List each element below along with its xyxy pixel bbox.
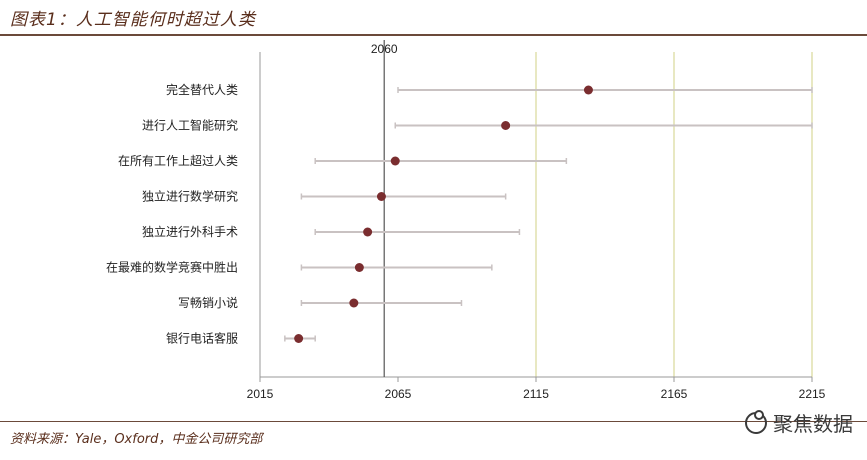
reference-layer: 2060 <box>371 40 398 377</box>
median-dot <box>349 298 359 308</box>
median-dot <box>390 156 400 166</box>
median-dot <box>501 121 511 130</box>
x-ticks-layer: 2015 2065 2115 2165 2215 <box>247 377 826 401</box>
chart-title: 图表1：人工智能何时超过人类 <box>10 10 256 30</box>
row-0: 完全替代人类 <box>166 82 813 97</box>
title-divider <box>0 34 867 36</box>
median-dot <box>363 227 373 237</box>
median-dot <box>376 192 386 201</box>
row-1: 进行人工智能研究 <box>142 118 813 133</box>
row-3: 独立进行数学研究 <box>142 189 507 204</box>
reference-line-label: 2060 <box>371 42 398 56</box>
row-6: 写畅销小说 <box>178 295 463 310</box>
grid-layer <box>535 52 813 377</box>
x-tick-label: 2115 <box>523 387 549 401</box>
watermark: 聚焦数据 <box>745 408 853 437</box>
row-4: 独立进行外科手术 <box>142 224 521 239</box>
x-tick-label: 2015 <box>247 387 274 401</box>
rows-layer: 完全替代人类进行人工智能研究在所有工作上超过人类独立进行数学研究独立进行外科手术… <box>106 82 813 346</box>
x-tick-label: 2215 <box>799 387 826 401</box>
median-dot <box>354 263 364 272</box>
median-dot <box>583 85 593 95</box>
row-label: 独立进行外科手术 <box>142 224 238 239</box>
source-note: 资料来源：Yale，Oxford，中金公司研究部 <box>10 432 263 447</box>
x-tick-label: 2065 <box>385 387 412 401</box>
row-label: 独立进行数学研究 <box>142 189 238 204</box>
row-label: 写畅销小说 <box>178 295 238 310</box>
watermark-text: 聚焦数据 <box>773 412 853 436</box>
x-tick-label: 2165 <box>661 387 688 401</box>
median-dot <box>294 334 304 343</box>
row-label: 银行电话客服 <box>166 331 238 346</box>
row-5: 在最难的数学竞赛中胜出 <box>106 260 493 275</box>
row-label: 进行人工智能研究 <box>142 118 238 133</box>
row-7: 银行电话客服 <box>166 331 316 346</box>
row-label: 在最难的数学竞赛中胜出 <box>106 260 238 275</box>
footer-divider <box>0 421 867 422</box>
row-2: 在所有工作上超过人类 <box>118 153 568 168</box>
row-label: 在所有工作上超过人类 <box>118 153 238 168</box>
row-label: 完全替代人类 <box>166 82 238 97</box>
wechat-icon <box>745 409 767 434</box>
